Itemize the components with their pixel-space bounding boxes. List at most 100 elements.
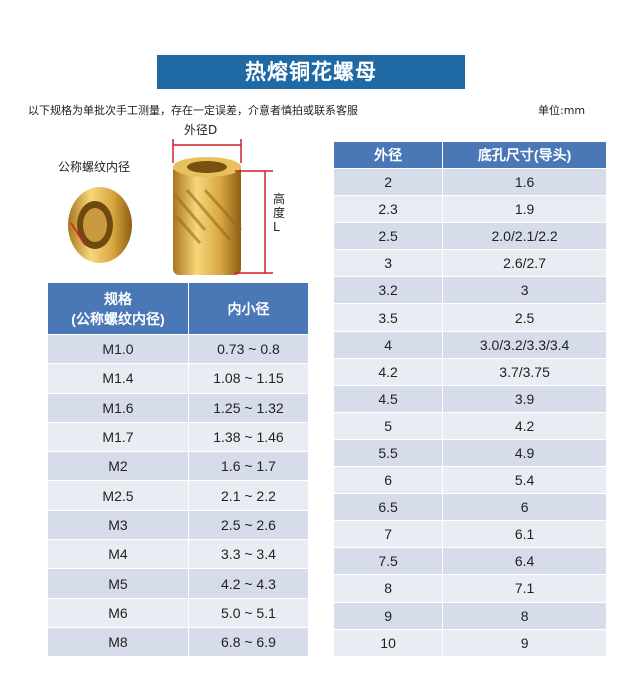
table-cell: 6.8 ~ 6.9: [187, 626, 310, 658]
table-cell: M5: [47, 568, 189, 599]
table-cell: 6.4: [442, 547, 607, 576]
table-cell: 7.5: [332, 547, 444, 576]
table-cell: 3.0/3.2/3.3/3.4: [442, 330, 607, 359]
table-cell: M1.7: [47, 421, 189, 453]
table-cell: 2.5: [442, 303, 607, 332]
table-row: 5 4.2: [332, 411, 607, 440]
height-label: 高度L: [273, 192, 286, 234]
table-row: 10 9: [332, 628, 607, 657]
table-cell: M6: [47, 597, 189, 628]
table-cell: 3.9: [442, 384, 607, 413]
table-row: M6 5.0 ~ 5.1: [47, 597, 310, 628]
table-cell: 9: [332, 601, 444, 630]
table-cell: 2.6/2.7: [442, 249, 607, 278]
table-cell: M1.0: [47, 333, 189, 365]
table-cell: 1.38 ~ 1.46: [187, 421, 310, 453]
table-row: 7.5 6.4: [332, 547, 607, 576]
table-row: 3.5 2.5: [332, 303, 607, 332]
table-cell: 1.25 ~ 1.32: [187, 392, 310, 423]
table-cell: M2.5: [47, 480, 189, 511]
thread-spec-table: 规格 (公称螺纹内径) 内小径 M1.0 0.73 ~ 0.8 M1.4 1.08 ~ …: [47, 282, 310, 658]
table-cell: 2.0/2.1/2.2: [442, 222, 607, 251]
table-cell: 0.73 ~ 0.8: [187, 333, 310, 365]
table-row: 4 3.0/3.2/3.3/3.4: [332, 330, 607, 359]
table-row: 3 2.6/2.7: [332, 249, 607, 278]
table-cell: 8: [332, 574, 444, 603]
column-header-minor-diameter: 内小径: [187, 282, 310, 335]
table-row: 3.2 3: [332, 276, 607, 305]
table-cell: M3: [47, 509, 189, 541]
table-cell: 6.5: [332, 493, 444, 522]
table-row: 2 1.6: [332, 167, 607, 197]
table-cell: 2: [332, 167, 444, 197]
table-row: M5 4.2 ~ 4.3: [47, 568, 310, 599]
page-title: 热熔铜花螺母: [157, 55, 465, 89]
table-cell: 2.3: [332, 195, 444, 224]
table-row: M3 2.5 ~ 2.6: [47, 509, 310, 541]
insert-lying: [68, 187, 132, 263]
table-cell: 1.6: [442, 167, 607, 197]
table-row: M1.6 1.25 ~ 1.32: [47, 392, 310, 423]
table-cell: 9: [442, 628, 607, 657]
table-cell: 10: [332, 628, 444, 657]
table-row: 2.3 1.9: [332, 195, 607, 224]
measurement-note: 以下规格为单批次手工测量，存在一定误差，介意者慎拍或联系客服: [28, 104, 358, 117]
table-row: 4.5 3.9: [332, 384, 607, 413]
insert-upright: [173, 157, 243, 275]
table-cell: 4: [332, 330, 444, 359]
table-cell: 3.7/3.75: [442, 357, 607, 386]
table-row: M2.5 2.1 ~ 2.2: [47, 480, 310, 511]
table-cell: M4: [47, 539, 189, 570]
table-cell: 4.5: [332, 384, 444, 413]
table-cell: 4.2: [442, 411, 607, 440]
table-cell: 2.1 ~ 2.2: [187, 480, 310, 511]
table-row: 5.5 4.9: [332, 438, 607, 468]
table-row: 8 7.1: [332, 574, 607, 603]
table-row: M1.0 0.73 ~ 0.8: [47, 333, 310, 365]
table-row: M8 6.8 ~ 6.9: [47, 626, 310, 658]
column-header-spec: 规格 (公称螺纹内径): [47, 282, 189, 335]
table-cell: 5: [332, 411, 444, 440]
table-cell: 2.5 ~ 2.6: [187, 509, 310, 541]
table-row: M1.7 1.38 ~ 1.46: [47, 421, 310, 453]
table-cell: 2.5: [332, 222, 444, 251]
table-cell: 8: [442, 601, 607, 630]
table-row: 6 5.4: [332, 466, 607, 495]
table-cell: 6: [442, 493, 607, 522]
header-line: (公称螺纹内径): [71, 310, 165, 327]
table-cell: 3.3 ~ 3.4: [187, 539, 310, 570]
header-line: 规格: [103, 290, 132, 307]
table-cell: 4.2 ~ 4.3: [187, 568, 310, 599]
table-cell: 4.2: [332, 357, 444, 386]
table-cell: 3.5: [332, 303, 444, 332]
table-cell: 3: [442, 276, 607, 305]
table-row: 2.5 2.0/2.1/2.2: [332, 222, 607, 251]
column-header-hole-size: 底孔尺寸(导头): [442, 141, 607, 169]
table-row: 7 6.1: [332, 520, 607, 549]
table-row: 6.5 6: [332, 493, 607, 522]
table-cell: 1.9: [442, 195, 607, 224]
table-row: M2 1.6 ~ 1.7: [47, 451, 310, 482]
table-cell: M1.4: [47, 363, 189, 394]
table-cell: 3: [332, 249, 444, 278]
table-cell: 7: [332, 520, 444, 549]
table-cell: M2: [47, 451, 189, 482]
table-row: M1.4 1.08 ~ 1.15: [47, 363, 310, 394]
table-cell: 5.0 ~ 5.1: [187, 597, 310, 628]
table-cell: 4.9: [442, 438, 607, 468]
table-cell: 6.1: [442, 520, 607, 549]
nominal-thread-label: 公称螺纹内径: [58, 160, 131, 174]
outer-diameter-label: 外径D: [184, 123, 218, 137]
table-cell: 7.1: [442, 574, 607, 603]
column-header-outer-diameter: 外径: [332, 141, 444, 169]
hole-size-table: 外径 底孔尺寸(导头) 2 1.6 2.3 1.9 2.5 2.0/2.1/2.2 3 2.6…: [332, 141, 607, 657]
table-cell: 3.2: [332, 276, 444, 305]
table-cell: 1.08 ~ 1.15: [187, 363, 310, 394]
table-cell: 5.5: [332, 438, 444, 468]
table-row: M4 3.3 ~ 3.4: [47, 539, 310, 570]
brass-insert-image: [68, 139, 273, 275]
table-cell: 5.4: [442, 466, 607, 495]
table-cell: 6: [332, 466, 444, 495]
table-row: 4.2 3.7/3.75: [332, 357, 607, 386]
